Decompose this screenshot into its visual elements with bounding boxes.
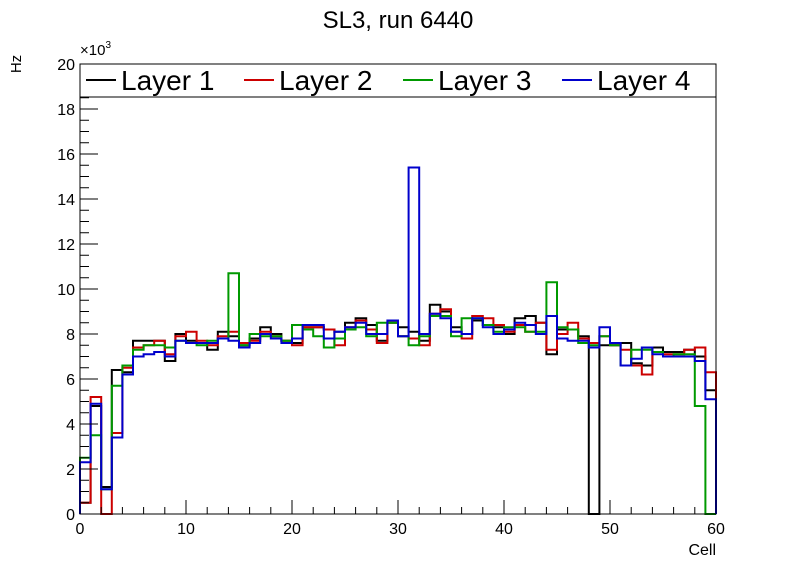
x-tick-label: 40 <box>495 521 513 538</box>
legend-label-layer-3: Layer 3 <box>438 65 531 96</box>
y-axis-multiplier: ×103 <box>80 40 111 59</box>
legend-box <box>79 63 717 98</box>
legend-label-layer-2: Layer 2 <box>279 65 372 96</box>
x-tick-label: 20 <box>283 521 301 538</box>
y-tick-label: 2 <box>66 462 75 479</box>
y-tick-label: 0 <box>66 507 75 524</box>
chart-title: SL3, run 6440 <box>323 7 474 34</box>
x-tick-label: 30 <box>389 521 407 538</box>
legend-label-layer-1: Layer 1 <box>121 65 214 96</box>
x-tick-label: 50 <box>601 521 619 538</box>
y-tick-label: 4 <box>66 417 75 434</box>
series-layer <box>79 166 717 515</box>
legend: Layer 1 Layer 2 Layer 3 Layer 4 <box>79 63 717 98</box>
plot-frame <box>79 63 717 515</box>
series-line-layer-3 <box>79 272 716 515</box>
axes-layer: 0 10 20 30 40 50 60 0 2 4 6 8 10 12 14 16 18 20 <box>57 57 725 538</box>
y-tick-label: 20 <box>57 57 75 74</box>
x-tick-label: 10 <box>177 521 195 538</box>
y-tick-label: 18 <box>57 102 75 119</box>
series-line-layer-4 <box>79 166 717 514</box>
y-tick-label: 8 <box>66 327 75 344</box>
x-axis-label: Cell <box>688 542 716 559</box>
y-tick-label: 10 <box>57 282 75 299</box>
legend-label-layer-4: Layer 4 <box>597 65 690 96</box>
y-tick-label: 14 <box>57 192 75 209</box>
x-tick-label: 60 <box>707 521 725 538</box>
y-tick-label: 6 <box>66 372 75 389</box>
y-tick-label: 16 <box>57 147 75 164</box>
y-tick-label: 12 <box>57 237 75 254</box>
y-axis-label: Hz <box>8 55 25 73</box>
x-tick-label: 0 <box>76 521 85 538</box>
